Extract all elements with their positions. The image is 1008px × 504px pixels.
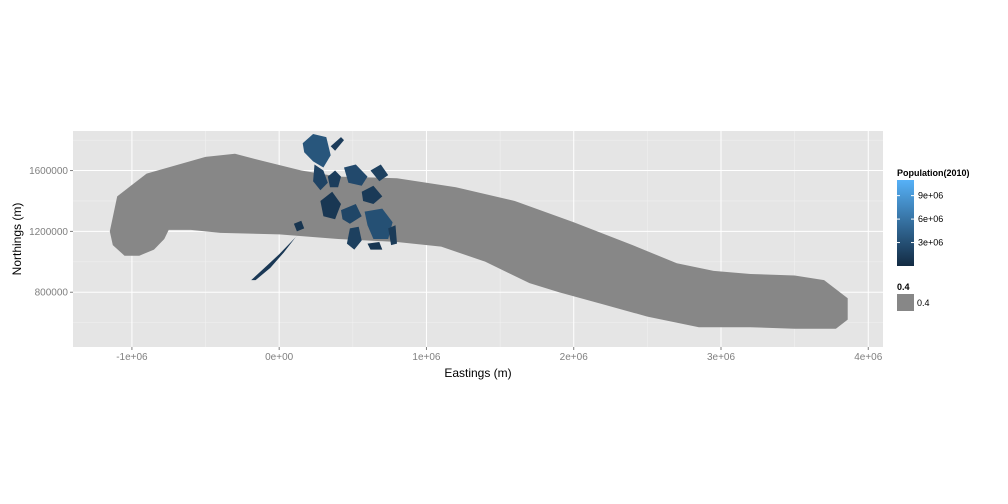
- population-colorbar: [897, 180, 914, 266]
- x-tick-label: 2e+06: [560, 352, 589, 363]
- y-tick-label: 1600000: [29, 166, 68, 177]
- population-region: [370, 164, 389, 182]
- legend-population-title: Population(2010): [897, 168, 970, 178]
- population-region: [330, 137, 344, 151]
- population-region: [388, 225, 397, 246]
- population-region: [327, 170, 341, 188]
- x-axis-title: Eastings (m): [444, 366, 511, 380]
- legend-buffer-key: [897, 294, 914, 311]
- y-axis-title: Northings (m): [10, 203, 24, 276]
- population-region: [293, 220, 305, 232]
- colorbar-label: 6e+06: [918, 214, 943, 224]
- buffer-area: [109, 153, 848, 329]
- legend-buffer-label: 0.4: [917, 298, 930, 308]
- colorbar-label: 9e+06: [918, 191, 943, 201]
- colorbar-label: 3e+06: [918, 238, 943, 248]
- x-tick-label: 1e+06: [412, 352, 441, 363]
- legend-buffer: 0.4 0.4: [897, 282, 930, 311]
- colorbar-ticks: 9e+06 6e+06 3e+06: [897, 191, 943, 248]
- population-region: [344, 164, 368, 186]
- x-tick-label: 0e+00: [265, 352, 294, 363]
- population-region: [320, 191, 341, 220]
- population-region: [313, 164, 328, 191]
- population-region: [346, 226, 362, 250]
- y-tick-label: 1200000: [29, 227, 68, 238]
- y-tick-label: 800000: [35, 288, 69, 299]
- axes: -1e+06 0e+00 1e+06 2e+06 3e+06 4e+06 800000 120…: [29, 166, 883, 363]
- x-tick-label: 4e+06: [854, 352, 883, 363]
- x-tick-label: -1e+06: [116, 352, 148, 363]
- population-region: [361, 185, 383, 204]
- map-layer: [109, 134, 848, 329]
- population-region: [302, 134, 331, 168]
- population-region: [364, 208, 393, 239]
- legend-population: Population(2010) 9e+06 6e+06 3e+06: [897, 168, 970, 266]
- x-tick-label: 3e+06: [707, 352, 736, 363]
- legend-buffer-title: 0.4: [897, 282, 910, 292]
- population-region: [367, 242, 383, 250]
- population-region: [341, 204, 362, 224]
